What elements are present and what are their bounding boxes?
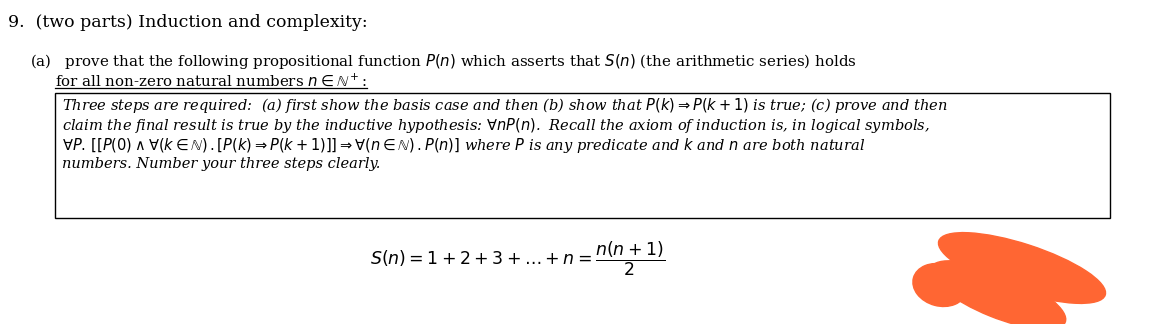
Text: $S(n) = 1 + 2 + 3 + \ldots + n = \dfrac{n(n+1)}{2}$: $S(n) = 1 + 2 + 3 + \ldots + n = \dfrac{… bbox=[370, 240, 665, 278]
Ellipse shape bbox=[939, 233, 1105, 303]
Text: for all non-zero natural numbers $n \in \mathbb{N}^+$:: for all non-zero natural numbers $n \in … bbox=[55, 72, 367, 88]
Text: 9.  (two parts) Induction and complexity:: 9. (two parts) Induction and complexity: bbox=[8, 14, 367, 31]
Ellipse shape bbox=[913, 263, 967, 307]
Text: numbers. Number your three steps clearly.: numbers. Number your three steps clearly… bbox=[62, 157, 380, 171]
Text: (a)   prove that the following propositional function $P(n)$ which asserts that : (a) prove that the following proposition… bbox=[30, 52, 856, 71]
Ellipse shape bbox=[931, 261, 1066, 324]
Text: $\forall P.\, [[P(0) \wedge \forall(k \in \mathbb{N})\,.[P(k) \Rightarrow P(k+1): $\forall P.\, [[P(0) \wedge \forall(k \i… bbox=[62, 136, 865, 155]
Text: claim the final result is true by the inductive hypothesis: $\forall nP(n)$.  Re: claim the final result is true by the in… bbox=[62, 116, 930, 135]
Text: Three steps are required:  (a) first show the basis case and then (b) show that : Three steps are required: (a) first show… bbox=[62, 96, 948, 115]
